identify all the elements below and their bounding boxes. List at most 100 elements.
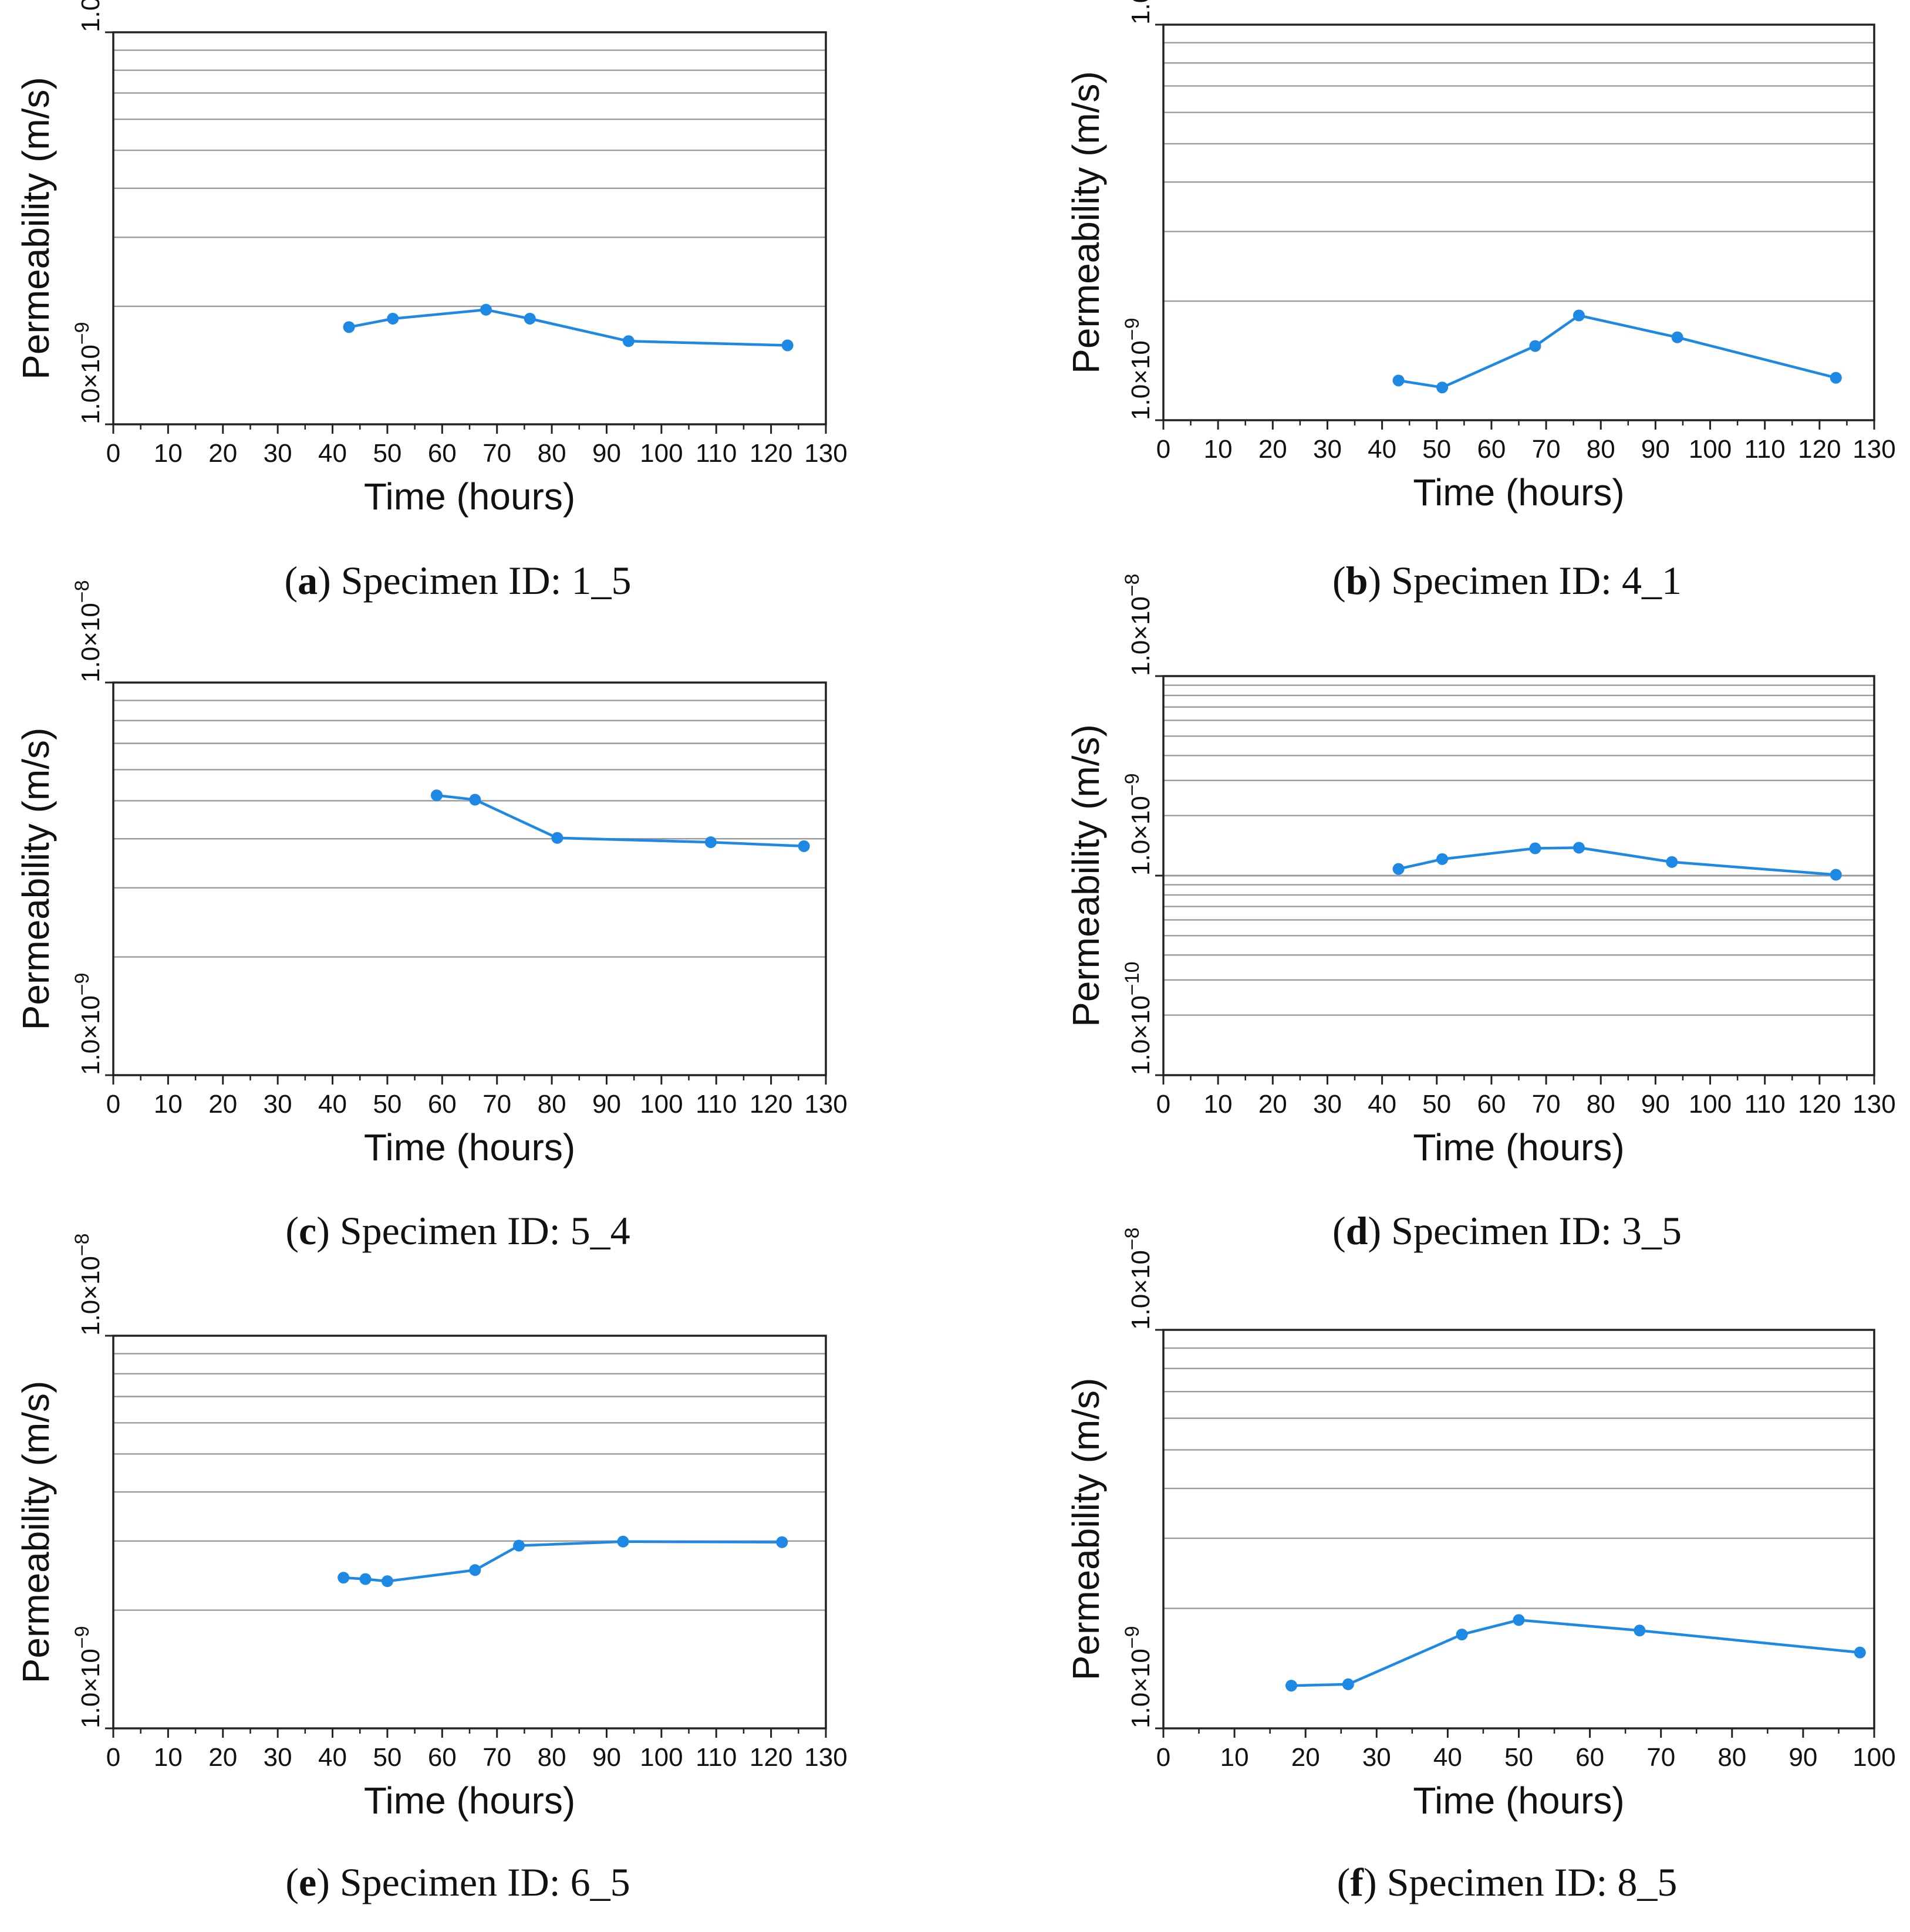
x-tick-label: 10 bbox=[154, 1090, 183, 1119]
y-tick-label: 1.0×10−9 bbox=[71, 1626, 105, 1728]
y-tick-label: 1.0×10−8 bbox=[1121, 1227, 1155, 1330]
x-tick-label: 30 bbox=[264, 1090, 292, 1119]
x-tick-label: 110 bbox=[696, 439, 737, 468]
x-tick-label: 70 bbox=[1532, 1090, 1561, 1119]
x-tick-label: 50 bbox=[373, 1090, 401, 1119]
data-point bbox=[1392, 863, 1405, 875]
x-tick-label: 20 bbox=[1258, 435, 1287, 464]
x-tick-label: 110 bbox=[696, 1090, 737, 1119]
chart-panel-e: 0 10 20 30 40 50 60 70 80 90 100 110 120 130 1.0×10−9 1… bbox=[15, 1233, 848, 1904]
y-tick-label: 1.0×10−9 bbox=[1121, 773, 1155, 876]
x-tick-label: 110 bbox=[696, 1743, 737, 1772]
x-tick-label: 120 bbox=[750, 1090, 792, 1119]
x-tick-label: 30 bbox=[1313, 1090, 1342, 1119]
x-tick-label: 60 bbox=[1477, 1090, 1506, 1119]
data-point bbox=[513, 1539, 525, 1552]
x-tick-label: 60 bbox=[428, 1743, 457, 1772]
data-point bbox=[430, 789, 443, 802]
panel-caption: (c) Specimen ID: 5_4 bbox=[285, 1208, 630, 1253]
x-axis-title: Time (hours) bbox=[1413, 1779, 1624, 1822]
data-point bbox=[1456, 1629, 1468, 1641]
x-tick-label: 60 bbox=[428, 1090, 457, 1119]
x-tick-label: 130 bbox=[1852, 1090, 1895, 1119]
chart-panel-a: 0 10 20 30 40 50 60 70 80 90 100 110 120 130 1.0×10−9 1… bbox=[15, 0, 848, 603]
data-point bbox=[1436, 853, 1449, 865]
data-point bbox=[622, 335, 635, 347]
x-tick-label: 30 bbox=[1313, 435, 1342, 464]
data-point bbox=[1830, 371, 1842, 384]
x-tick-label: 130 bbox=[1852, 435, 1895, 464]
x-tick-label: 90 bbox=[1641, 1090, 1670, 1119]
plot-area-frame bbox=[112, 1335, 827, 1730]
data-point bbox=[381, 1575, 393, 1588]
series-line bbox=[1291, 1619, 1861, 1687]
y-tick-label: 1.0×10−8 bbox=[1121, 573, 1155, 676]
data-point bbox=[469, 1564, 481, 1576]
x-tick-label: 20 bbox=[1291, 1743, 1320, 1772]
data-point bbox=[343, 321, 355, 333]
x-tick-label: 100 bbox=[1689, 1090, 1732, 1119]
y-tick-label: 1.0×10−8 bbox=[1121, 0, 1155, 25]
x-tick-label: 90 bbox=[1641, 435, 1670, 464]
x-tick-label: 10 bbox=[1204, 435, 1233, 464]
data-point bbox=[1830, 869, 1842, 881]
data-point bbox=[776, 1536, 788, 1548]
data-point bbox=[1572, 842, 1585, 854]
data-point bbox=[704, 836, 717, 849]
x-tick-label: 40 bbox=[1368, 1090, 1396, 1119]
x-tick-label: 50 bbox=[373, 1743, 401, 1772]
x-tick-label: 80 bbox=[1717, 1743, 1746, 1772]
data-point bbox=[1529, 340, 1541, 352]
series-line bbox=[349, 308, 788, 347]
data-point bbox=[338, 1572, 350, 1584]
x-tick-label: 50 bbox=[1422, 1090, 1451, 1119]
y-tick-label: 1.0×10−10 bbox=[1121, 962, 1155, 1076]
plot-area-frame bbox=[112, 31, 827, 425]
data-point bbox=[1666, 856, 1678, 868]
series-line bbox=[1398, 846, 1836, 876]
x-tick-label: 50 bbox=[1504, 1743, 1533, 1772]
x-tick-label: 100 bbox=[640, 1743, 683, 1772]
y-axis-title: Permeability (m/s) bbox=[1065, 71, 1107, 374]
x-tick-label: 10 bbox=[1204, 1090, 1233, 1119]
chart-panel-f: 0 10 20 30 40 50 60 70 80 90 100 1.0×10−9 1.0×10−8 Ti… bbox=[1065, 1227, 1896, 1904]
y-axis-title: Permeability (m/s) bbox=[15, 77, 57, 380]
x-tick-label: 110 bbox=[1744, 435, 1786, 464]
x-tick-label: 60 bbox=[1575, 1743, 1604, 1772]
x-tick-label: 20 bbox=[208, 1090, 237, 1119]
chart-panel-b: 0 10 20 30 40 50 60 70 80 90 100 110 120 130 1.0×10−9 1… bbox=[1065, 0, 1896, 603]
x-tick-label: 100 bbox=[1689, 435, 1732, 464]
x-tick-label: 40 bbox=[1433, 1743, 1462, 1772]
x-tick-label: 100 bbox=[1852, 1743, 1895, 1772]
y-axis-title: Permeability (m/s) bbox=[15, 1381, 57, 1684]
x-tick-label: 130 bbox=[804, 1090, 847, 1119]
y-axis-title: Permeability (m/s) bbox=[15, 728, 57, 1031]
x-tick-label: 0 bbox=[106, 439, 120, 468]
x-tick-label: 50 bbox=[373, 439, 401, 468]
x-tick-label: 10 bbox=[1220, 1743, 1249, 1772]
x-tick-label: 30 bbox=[264, 1743, 292, 1772]
chart-panel-c: 0 10 20 30 40 50 60 70 80 90 100 110 120 130 1.0×10−9 1… bbox=[15, 580, 848, 1253]
panel-caption: (d) Specimen ID: 3_5 bbox=[1332, 1208, 1682, 1253]
data-point bbox=[1529, 842, 1541, 854]
data-point bbox=[1392, 374, 1405, 387]
y-tick-label: 1.0×10−9 bbox=[71, 972, 105, 1075]
x-tick-label: 120 bbox=[750, 439, 792, 468]
x-tick-label: 50 bbox=[1422, 435, 1451, 464]
y-tick-label: 1.0×10−9 bbox=[71, 322, 105, 424]
x-tick-label: 70 bbox=[482, 439, 511, 468]
x-tick-label: 70 bbox=[482, 1743, 511, 1772]
x-tick-label: 130 bbox=[804, 439, 847, 468]
x-tick-label: 70 bbox=[1646, 1743, 1675, 1772]
y-tick-label: 1.0×10−9 bbox=[1121, 1626, 1155, 1728]
y-tick-label: 1.0×10−8 bbox=[71, 580, 105, 683]
data-point bbox=[1671, 331, 1683, 343]
plot-area-frame bbox=[112, 681, 827, 1076]
x-tick-label: 10 bbox=[154, 1743, 183, 1772]
x-tick-label: 60 bbox=[1477, 435, 1506, 464]
x-tick-label: 80 bbox=[538, 1743, 566, 1772]
data-point bbox=[1513, 1614, 1525, 1626]
x-tick-label: 130 bbox=[804, 1743, 847, 1772]
x-tick-label: 100 bbox=[640, 439, 683, 468]
data-point bbox=[480, 303, 492, 316]
